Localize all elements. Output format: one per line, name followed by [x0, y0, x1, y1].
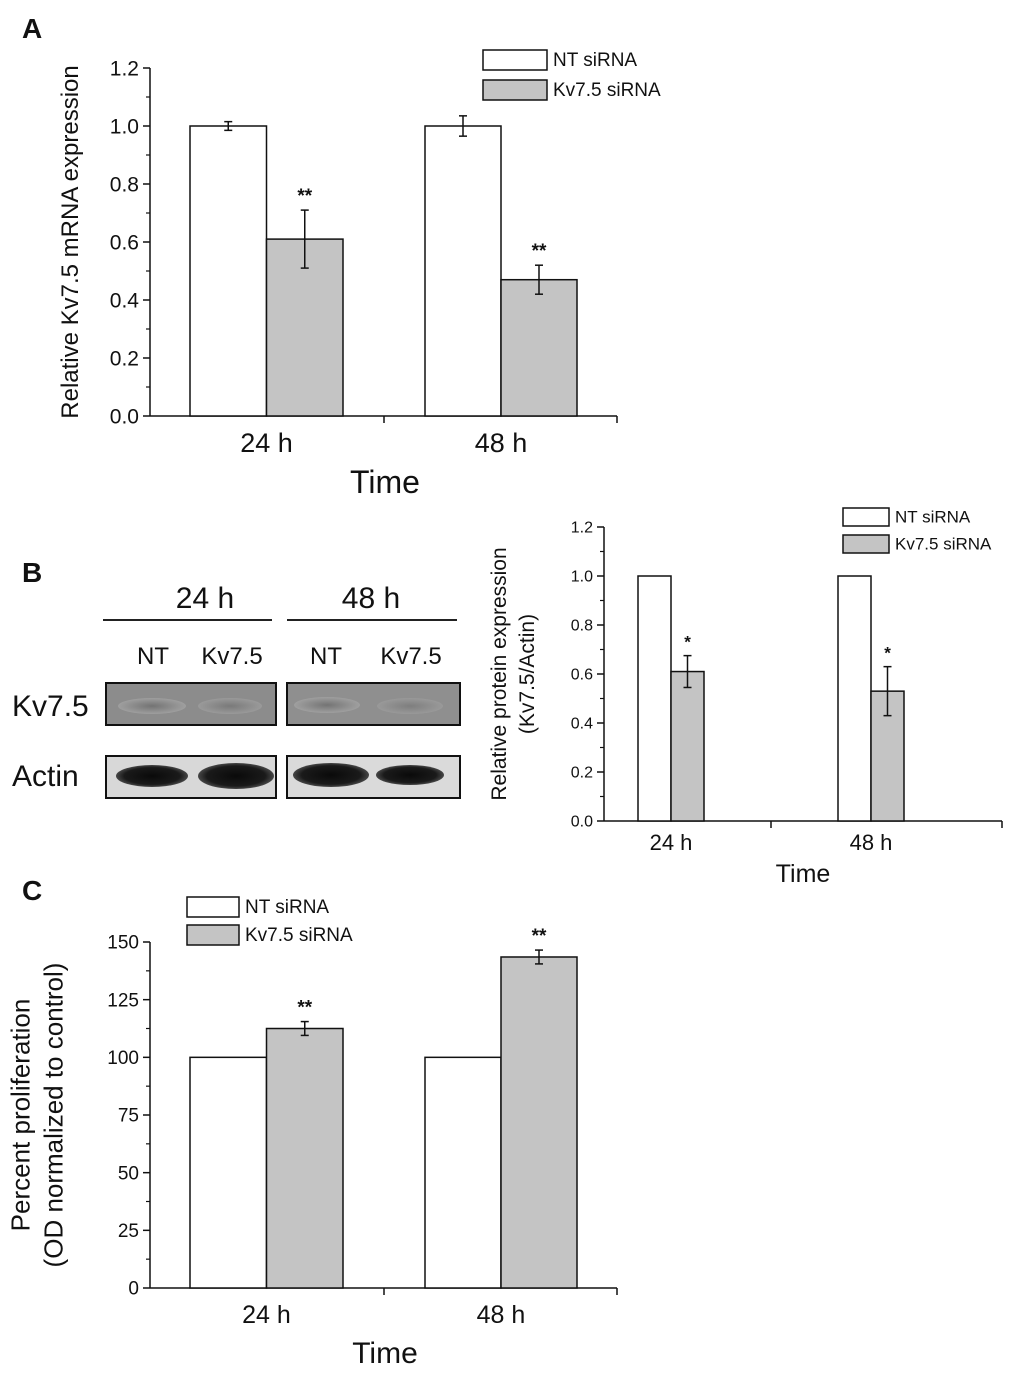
- y-tick-label: 1.2: [571, 520, 593, 537]
- y-tick-label: 0.6: [571, 667, 593, 684]
- blot-lane-label: Kv7.5: [380, 643, 441, 670]
- bar: [500, 278, 578, 417]
- bar: [637, 575, 672, 822]
- legend-label: Kv7.5 siRNA: [553, 80, 661, 101]
- significance-marker: **: [532, 926, 547, 947]
- blot-lane-label: NT: [310, 643, 342, 670]
- x-tick-label: 24 h: [240, 428, 293, 458]
- x-axis-label: Time: [776, 860, 831, 888]
- significance-marker: *: [684, 633, 691, 652]
- y-axis-label: Percent proliferation: [6, 999, 36, 1232]
- panel-label-c: C: [22, 875, 42, 906]
- y-tick-label: 0.2: [110, 347, 139, 370]
- significance-marker: **: [532, 241, 547, 262]
- y-tick-label: 0.0: [110, 405, 139, 428]
- y-tick-label: 0.6: [110, 231, 139, 254]
- y-tick-label: 150: [107, 933, 139, 954]
- bar: [500, 956, 578, 1289]
- y-tick-label: 1.0: [110, 115, 139, 138]
- x-tick-label: 48 h: [477, 1301, 526, 1329]
- blot-band: [198, 698, 262, 714]
- x-axis-label: Time: [352, 1337, 418, 1370]
- legend-swatch: [842, 534, 890, 554]
- blot-band: [118, 698, 186, 714]
- blot-lane-label: NT: [137, 643, 169, 670]
- blot-band: [116, 765, 188, 787]
- legend-label: NT siRNA: [895, 507, 971, 526]
- x-tick-label: 48 h: [475, 428, 528, 458]
- y-tick-label: 0: [128, 1279, 139, 1300]
- y-axis-label: (Kv7.5/Actin): [516, 614, 539, 734]
- y-tick-label: 0.8: [571, 618, 593, 635]
- legend-swatch: [482, 79, 548, 101]
- significance-marker: *: [884, 644, 891, 663]
- x-axis-label: Time: [350, 464, 420, 500]
- western-blot: 24 h 48 h NT Kv7.5 NT Kv7.5 Kv7.5 Actin: [12, 582, 461, 799]
- blot-band: [198, 763, 274, 789]
- chart-c: 0 25 50 75 100 125 150 ** 24 h ** 48 h Time Percent …: [6, 896, 618, 1370]
- bar: [837, 575, 872, 822]
- legend-label: NT siRNA: [553, 50, 637, 71]
- x-tick-label: 48 h: [850, 830, 893, 855]
- y-tick-label: 100: [107, 1048, 139, 1069]
- blot-band: [294, 697, 360, 713]
- y-tick-label: 0.4: [110, 289, 140, 312]
- x-tick-label: 24 h: [650, 830, 693, 855]
- y-tick-label: 0.2: [571, 765, 593, 782]
- significance-marker: **: [297, 998, 312, 1019]
- y-tick-label: 125: [107, 990, 139, 1011]
- bar: [670, 670, 705, 822]
- blot-band: [293, 763, 369, 787]
- chart-b: 0.0 0.2 0.4 0.6 0.8 1.0 1.2 * 24 h * 48 h Time Relat…: [488, 507, 1003, 888]
- y-axis-label: (OD normalized to control): [39, 963, 69, 1268]
- legend-swatch: [842, 507, 890, 527]
- legend-label: NT siRNA: [245, 897, 329, 918]
- legend-label: Kv7.5 siRNA: [245, 925, 353, 946]
- panel-label-b: B: [22, 557, 42, 588]
- panel-label-a: A: [22, 13, 42, 44]
- y-tick-label: 0.4: [571, 716, 593, 733]
- bar: [265, 1027, 344, 1289]
- bar: [424, 125, 502, 417]
- bar: [189, 1056, 268, 1289]
- y-axis-label: Relative Kv7.5 mRNA expression: [57, 65, 84, 418]
- y-tick-label: 50: [118, 1163, 139, 1184]
- significance-marker: **: [297, 186, 312, 207]
- blot-group-label-48h: 48 h: [342, 582, 400, 615]
- chart-a: 0.0 0.2 0.4 0.6 0.8 1.0 1.2 ** 24 h ** 48 h Time Rel…: [57, 49, 661, 500]
- y-axis-label: Relative protein expression: [488, 547, 511, 800]
- y-tick-label: 1.2: [110, 57, 139, 80]
- y-tick-label: 0.8: [110, 173, 139, 196]
- y-tick-label: 1.0: [571, 569, 593, 586]
- blot-band: [376, 765, 444, 785]
- blot-lane-label: Kv7.5: [201, 643, 262, 670]
- legend-label: Kv7.5 siRNA: [895, 534, 992, 553]
- y-tick-label: 0.0: [571, 814, 593, 831]
- legend-swatch: [186, 896, 240, 918]
- blot-row-label-kv75: Kv7.5: [12, 690, 89, 723]
- y-tick-label: 75: [118, 1106, 139, 1127]
- blot-group-label-24h: 24 h: [176, 582, 234, 615]
- legend-swatch: [482, 49, 548, 71]
- bar: [424, 1056, 502, 1289]
- blot-row-label-actin: Actin: [12, 760, 79, 793]
- x-tick-label: 24 h: [242, 1301, 291, 1329]
- bar: [189, 125, 268, 417]
- legend-swatch: [186, 924, 240, 946]
- y-tick-label: 25: [118, 1221, 139, 1242]
- blot-band: [377, 698, 443, 714]
